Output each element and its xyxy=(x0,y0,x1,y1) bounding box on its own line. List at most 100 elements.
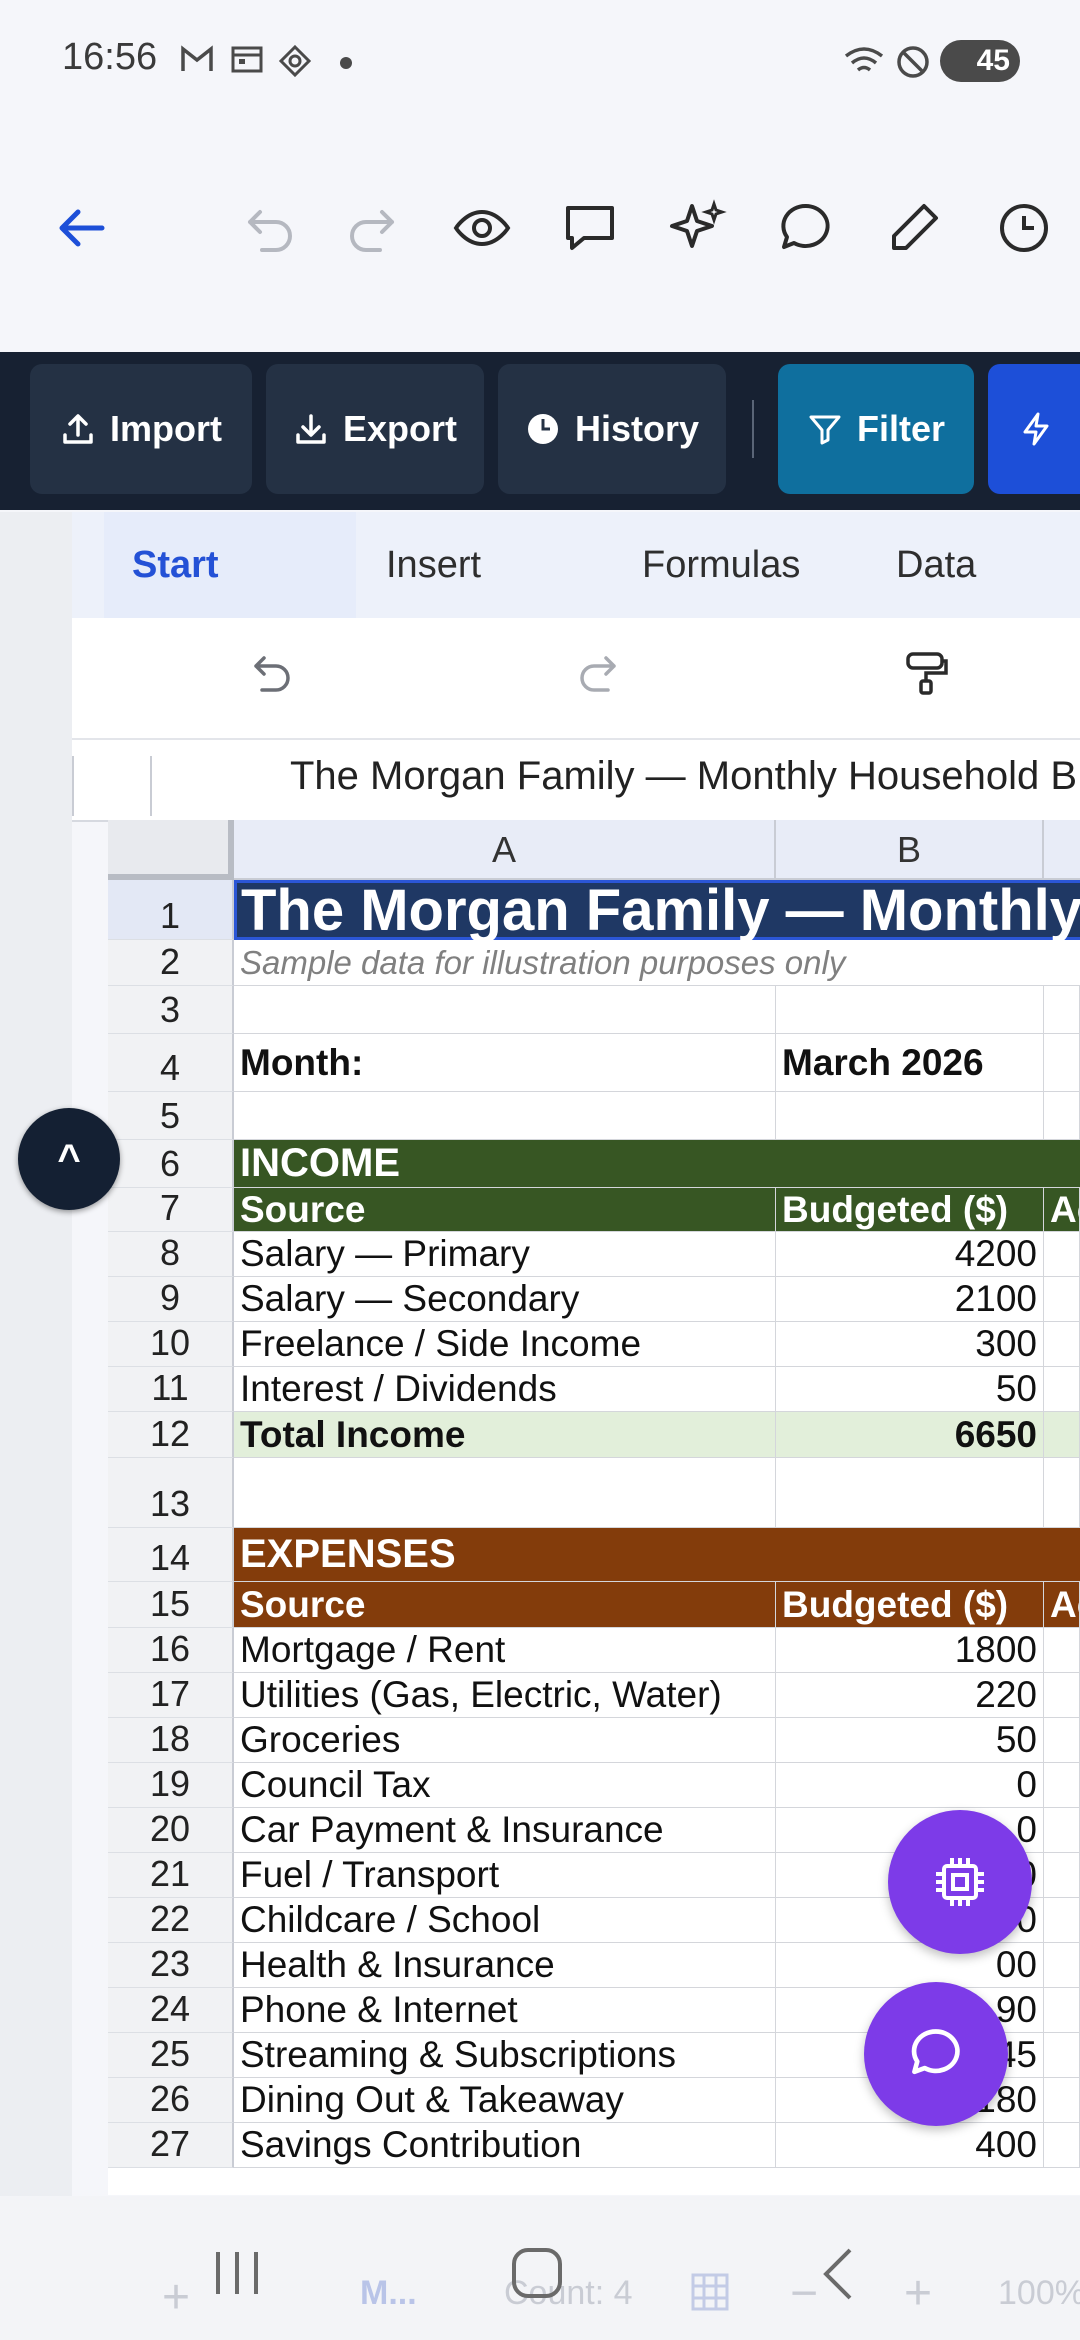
cell-a24[interactable]: Phone & Internet xyxy=(234,1988,776,2033)
scroll-up-button[interactable]: ^ xyxy=(18,1108,120,1210)
row-header-12[interactable]: 12 xyxy=(108,1412,234,1458)
cell-a3[interactable] xyxy=(234,986,776,1034)
row-header-24[interactable]: 24 xyxy=(108,1988,234,2033)
row-header-15[interactable]: 15 xyxy=(108,1582,234,1628)
cell-b19[interactable]: 0 xyxy=(776,1763,1044,1808)
chat-button[interactable] xyxy=(864,1982,1008,2126)
cell-c7[interactable]: Ac xyxy=(1044,1188,1080,1232)
export-button[interactable]: Export xyxy=(266,364,484,494)
cell-b13[interactable] xyxy=(776,1458,1044,1528)
cell-a20[interactable]: Car Payment & Insurance xyxy=(234,1808,776,1853)
row-header-10[interactable]: 10 xyxy=(108,1322,234,1367)
cell-c15[interactable]: Ac xyxy=(1044,1582,1080,1628)
grid-view-icon[interactable] xyxy=(690,2272,730,2317)
sparkle-icon[interactable] xyxy=(666,196,730,260)
row-header-22[interactable]: 22 xyxy=(108,1898,234,1943)
row-header-2[interactable]: 2 xyxy=(108,940,234,986)
column-header-a[interactable]: A xyxy=(234,820,776,880)
cell-c24[interactable] xyxy=(1044,1988,1080,2033)
cell-b4[interactable]: March 2026 xyxy=(776,1034,1044,1092)
back-arrow-icon[interactable] xyxy=(50,196,114,260)
cell-b3[interactable] xyxy=(776,986,1044,1034)
cell-b15[interactable]: Budgeted ($) xyxy=(776,1582,1044,1628)
ribbon-redo-icon[interactable] xyxy=(574,648,624,703)
row-header-26[interactable]: 26 xyxy=(108,2078,234,2123)
zoom-out-icon[interactable]: − xyxy=(790,2267,819,2320)
cell-a5[interactable] xyxy=(234,1092,776,1140)
cell-c21[interactable] xyxy=(1044,1853,1080,1898)
row-header-16[interactable]: 16 xyxy=(108,1628,234,1673)
row-header-6[interactable]: 6 xyxy=(108,1140,234,1188)
cell-a21[interactable]: Fuel / Transport xyxy=(234,1853,776,1898)
row-header-5[interactable]: 5 xyxy=(108,1092,234,1140)
cell-a10[interactable]: Freelance / Side Income xyxy=(234,1322,776,1367)
format-painter-icon[interactable] xyxy=(902,648,952,703)
cell-b8[interactable]: 4200 xyxy=(776,1232,1044,1277)
cell-c23[interactable] xyxy=(1044,1943,1080,1988)
row-header-25[interactable]: 25 xyxy=(108,2033,234,2078)
cell-c12[interactable] xyxy=(1044,1412,1080,1458)
select-all-corner[interactable] xyxy=(108,820,234,880)
row-header-21[interactable]: 21 xyxy=(108,1853,234,1898)
recents-nav-icon[interactable] xyxy=(212,2250,262,2301)
add-sheet-icon[interactable]: + xyxy=(162,2271,191,2324)
tab-formulas[interactable]: Formulas xyxy=(642,544,801,586)
cell-a23[interactable]: Health & Insurance xyxy=(234,1943,776,1988)
ai-assistant-button[interactable] xyxy=(888,1810,1032,1954)
cell-b27[interactable]: 400 xyxy=(776,2123,1044,2168)
cell-a4[interactable]: Month: xyxy=(234,1034,776,1092)
cell-b5[interactable] xyxy=(776,1092,1044,1140)
cell-a19[interactable]: Council Tax xyxy=(234,1763,776,1808)
cell-a18[interactable]: Groceries xyxy=(234,1718,776,1763)
eye-icon[interactable] xyxy=(450,196,514,260)
cell-b18[interactable]: 50 xyxy=(776,1718,1044,1763)
cell-b12[interactable]: 6650 xyxy=(776,1412,1044,1458)
cell-b17[interactable]: 220 xyxy=(776,1673,1044,1718)
cell-a1[interactable]: The Morgan Family — Monthly I xyxy=(234,878,1080,943)
back-nav-icon[interactable] xyxy=(818,2246,858,2307)
row-header-14[interactable]: 14 xyxy=(108,1528,234,1582)
cell-b23[interactable]: 00 xyxy=(776,1943,1044,1988)
cell-a16[interactable]: Mortgage / Rent xyxy=(234,1628,776,1673)
cell-c11[interactable] xyxy=(1044,1367,1080,1412)
filter-button[interactable]: Filter xyxy=(778,364,974,494)
row-header-18[interactable]: 18 xyxy=(108,1718,234,1763)
tab-data[interactable]: Data xyxy=(896,544,977,586)
cell-a14[interactable]: EXPENSES xyxy=(234,1528,1080,1582)
cell-a11[interactable]: Interest / Dividends xyxy=(234,1367,776,1412)
sheet-tab[interactable]: M... xyxy=(360,2274,417,2312)
cell-a6[interactable]: INCOME xyxy=(234,1140,1080,1188)
cell-c22[interactable] xyxy=(1044,1898,1080,1943)
zoom-in-icon[interactable]: + xyxy=(904,2267,933,2320)
cell-c18[interactable] xyxy=(1044,1718,1080,1763)
row-header-20[interactable]: 20 xyxy=(108,1808,234,1853)
cell-a13[interactable] xyxy=(234,1458,776,1528)
tab-insert[interactable]: Insert xyxy=(386,544,482,586)
formula-bar[interactable] xyxy=(72,740,1080,822)
cell-c19[interactable] xyxy=(1044,1763,1080,1808)
row-header-13[interactable]: 13 xyxy=(108,1458,234,1528)
cell-c16[interactable] xyxy=(1044,1628,1080,1673)
comment-icon[interactable] xyxy=(558,196,622,260)
cell-b11[interactable]: 50 xyxy=(776,1367,1044,1412)
column-header-c[interactable] xyxy=(1044,820,1080,880)
cell-a7[interactable]: Source xyxy=(234,1188,776,1232)
import-button[interactable]: Import xyxy=(30,364,252,494)
cell-c9[interactable] xyxy=(1044,1277,1080,1322)
row-header-1[interactable]: 1 xyxy=(108,880,234,940)
row-header-3[interactable]: 3 xyxy=(108,986,234,1034)
cell-a25[interactable]: Streaming & Subscriptions xyxy=(234,2033,776,2078)
pencil-icon[interactable] xyxy=(882,196,946,260)
formula-content[interactable]: The Morgan Family — Monthly Household B xyxy=(290,754,1077,798)
row-header-17[interactable]: 17 xyxy=(108,1673,234,1718)
cell-c26[interactable] xyxy=(1044,2078,1080,2123)
cell-a22[interactable]: Childcare / School xyxy=(234,1898,776,1943)
cell-b16[interactable]: 1800 xyxy=(776,1628,1044,1673)
cell-a8[interactable]: Salary — Primary xyxy=(234,1232,776,1277)
row-header-19[interactable]: 19 xyxy=(108,1763,234,1808)
cell-c27[interactable] xyxy=(1044,2123,1080,2168)
tab-start[interactable]: Start xyxy=(132,544,219,586)
cell-c13[interactable] xyxy=(1044,1458,1080,1528)
row-header-11[interactable]: 11 xyxy=(108,1367,234,1412)
row-header-23[interactable]: 23 xyxy=(108,1943,234,1988)
